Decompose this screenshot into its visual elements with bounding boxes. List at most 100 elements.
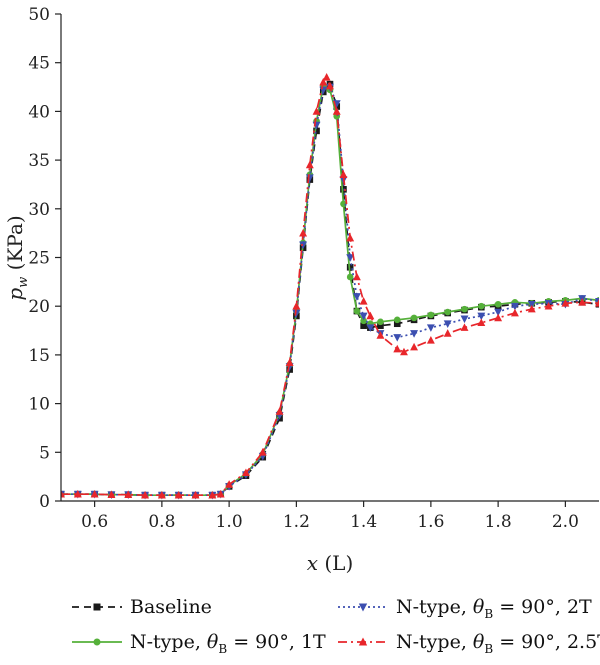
series-4-point	[510, 308, 519, 317]
series-3-point	[443, 320, 452, 329]
series-2-point	[494, 300, 502, 308]
series-4-point	[241, 468, 250, 477]
x-tick-label: 1.2	[283, 512, 310, 532]
series-4-point	[346, 233, 355, 242]
y-axis-sub: w	[16, 277, 31, 288]
legend-label: N-type, θB = 90°, 2.5T	[396, 631, 600, 656]
series-2	[61, 82, 599, 499]
series-2-point	[427, 311, 435, 319]
series-4-point	[332, 107, 341, 115]
y-tick-label: 35	[28, 151, 50, 171]
series-4-point	[90, 489, 99, 498]
series-4-point	[443, 329, 452, 337]
x-axis-unit: (L)	[324, 551, 353, 575]
series-4-point	[426, 336, 435, 344]
y-tick-label: 45	[28, 54, 50, 74]
series-4-point	[319, 77, 328, 86]
y-tick-label: 10	[28, 395, 50, 415]
x-axis-var: x	[307, 551, 318, 575]
series-2-point	[444, 308, 451, 316]
series-3-line	[61, 86, 599, 497]
series-4-point	[393, 344, 402, 353]
series-3-point	[346, 254, 355, 262]
y-tick-label: 50	[28, 5, 50, 25]
series-3-point	[510, 302, 519, 311]
legend-label: Baseline	[130, 596, 212, 618]
series-1-point	[313, 127, 320, 135]
x-tick-label: 1.6	[417, 512, 444, 532]
series-4-point	[61, 489, 65, 498]
series-4-point	[527, 304, 536, 313]
y-ticks: 0 5 10 15 20 25 30 35 40 45 50	[28, 5, 61, 512]
y-tick-label: 5	[39, 443, 50, 463]
series-4-point	[258, 448, 267, 456]
legend-item-4: N-type, θB = 90°, 2.5T	[338, 631, 600, 656]
series-4-point	[595, 298, 599, 307]
series-3-point	[527, 300, 536, 309]
series-1-line	[61, 83, 599, 497]
x-tick-label: 2.0	[552, 512, 579, 532]
series-4-point	[299, 228, 308, 237]
series-4-point	[578, 298, 587, 306]
x-tick-label: 1.4	[350, 512, 377, 532]
x-ticks: 0.6 0.8 1.0 1.2 1.4 1.6 1.8 2.0	[81, 501, 579, 532]
series-4-point	[352, 272, 361, 281]
y-axis-var: p	[3, 288, 27, 301]
series-4-point	[312, 107, 321, 115]
series-2-point	[461, 305, 468, 313]
y-tick-label: 40	[28, 102, 50, 122]
series-3-point	[359, 312, 368, 321]
y-tick-label: 25	[28, 249, 50, 269]
series-4-line	[61, 76, 599, 497]
legend-marker	[93, 638, 101, 646]
series-4-point	[376, 331, 385, 339]
x-tick-label: 1.0	[216, 512, 243, 532]
legend-marker	[358, 637, 368, 646]
series-3-point	[477, 312, 486, 321]
series-3-point	[393, 334, 402, 342]
y-axis-label: pw (KPa)	[3, 215, 31, 300]
series-4-point	[477, 318, 486, 327]
series-1-point	[346, 263, 354, 271]
series-4-point	[544, 301, 553, 310]
series-2-point	[393, 316, 401, 324]
series-2-point	[360, 317, 367, 325]
y-tick-label: 20	[28, 297, 50, 317]
x-tick-label: 0.6	[81, 512, 108, 532]
series-4-point	[107, 490, 116, 498]
y-tick-label: 30	[28, 200, 50, 220]
series-4-point	[322, 73, 331, 81]
series-3-point	[352, 293, 361, 301]
legend: Baseline N-type, θB = 90°, 1T N-type, θB =…	[72, 596, 600, 656]
series-4-point	[285, 358, 294, 366]
x-tick-label: 0.8	[148, 512, 175, 532]
series-4-point	[157, 490, 166, 499]
x-axis-label: x (L)	[307, 551, 354, 575]
series-1	[61, 80, 599, 499]
series-3-point	[460, 315, 469, 324]
series-4-point	[191, 490, 200, 499]
legend-label: N-type, θB = 90°, 1T	[130, 631, 326, 656]
series-3-point	[366, 324, 375, 332]
series-4-point	[494, 313, 503, 322]
series-4-point	[400, 347, 408, 356]
series-layer	[61, 73, 599, 500]
series-1-point	[393, 320, 401, 328]
series-3-point	[426, 324, 435, 332]
series-4-point	[292, 301, 301, 310]
series-1-point	[360, 322, 367, 329]
series-4-point	[141, 490, 150, 499]
series-2-point	[353, 307, 361, 315]
legend-item-2: N-type, θB = 90°, 1T	[72, 631, 326, 656]
series-3-point	[410, 330, 419, 338]
series-2-line	[61, 85, 599, 497]
series-2-point	[478, 302, 485, 310]
series-4-point	[561, 298, 570, 307]
y-axis-unit: (KPa)	[3, 215, 27, 270]
y-tick-label: 15	[28, 346, 50, 366]
series-4-point	[174, 490, 183, 499]
series-4-point	[410, 342, 419, 351]
series-4-point	[275, 407, 284, 415]
series-4-point	[305, 160, 314, 169]
